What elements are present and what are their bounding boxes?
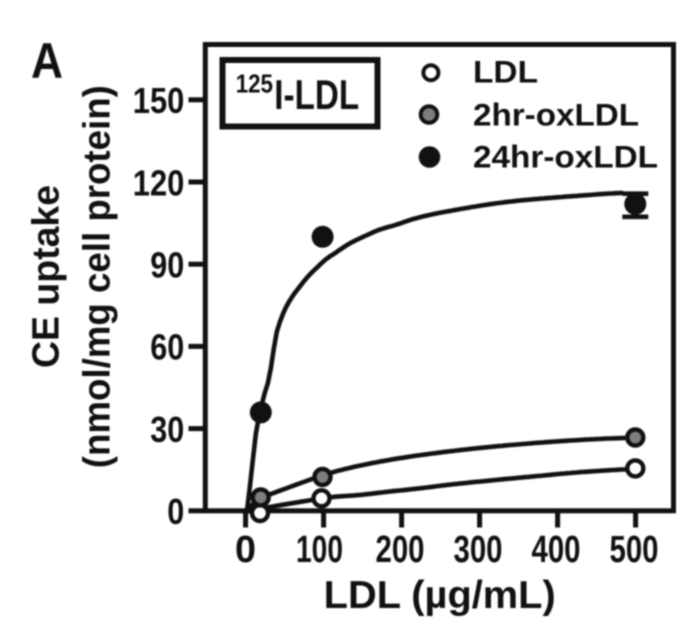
- svg-text:100: 100: [296, 529, 343, 571]
- svg-text:60: 60: [150, 327, 184, 368]
- svg-text:200: 200: [376, 529, 425, 571]
- svg-text:I-LDL: I-LDL: [274, 71, 359, 118]
- svg-text:(nmol/mg cell protein): (nmol/mg cell protein): [77, 85, 119, 468]
- svg-text:LDL: LDL: [473, 54, 538, 90]
- svg-text:LDL (µg/mL): LDL (µg/mL): [324, 574, 556, 617]
- svg-text:500: 500: [610, 529, 659, 571]
- svg-text:125: 125: [236, 69, 273, 99]
- svg-text:150: 150: [133, 80, 185, 121]
- svg-text:0: 0: [167, 491, 184, 532]
- svg-text:120: 120: [133, 162, 185, 203]
- svg-text:400: 400: [532, 529, 581, 571]
- svg-text:30: 30: [150, 409, 184, 450]
- svg-text:24hr-oxLDL: 24hr-oxLDL: [473, 139, 658, 175]
- svg-text:0: 0: [235, 529, 256, 571]
- svg-text:2hr-oxLDL: 2hr-oxLDL: [473, 97, 639, 133]
- svg-text:300: 300: [454, 529, 503, 571]
- svg-text:CE uptake: CE uptake: [25, 185, 67, 368]
- svg-text:90: 90: [150, 245, 184, 286]
- svg-text:A: A: [31, 33, 63, 89]
